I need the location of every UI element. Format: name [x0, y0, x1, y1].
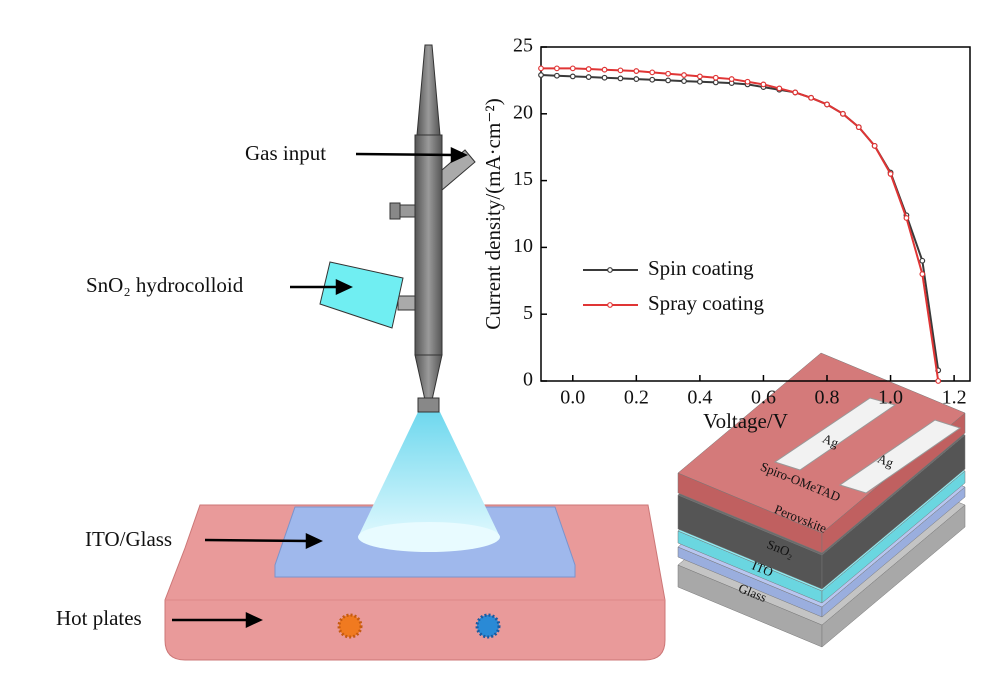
- ag-electrode: [838, 419, 962, 494]
- y-tick-label: 5: [523, 302, 533, 324]
- nozzle: [319, 44, 476, 413]
- stack-label: ITO: [750, 558, 775, 580]
- legend-label: Spin coating: [648, 256, 754, 280]
- marker: [696, 73, 703, 80]
- marker: [617, 67, 624, 74]
- x-tick-label: 0.8: [815, 387, 840, 409]
- y-tick-label: 10: [513, 235, 533, 257]
- marker: [919, 257, 926, 264]
- legend-marker: [607, 302, 613, 308]
- x-tick-label: 0.0: [560, 387, 585, 409]
- marker: [665, 77, 672, 84]
- marker: [538, 72, 544, 78]
- marker: [712, 79, 719, 86]
- marker: [808, 94, 815, 101]
- x-tick-label: 0.6: [751, 387, 776, 409]
- y-tick-label: 0: [523, 369, 533, 391]
- ag-electrode: [773, 397, 897, 471]
- marker: [903, 215, 910, 221]
- marker: [553, 72, 560, 79]
- marker: [744, 78, 751, 85]
- marker: [649, 76, 656, 83]
- plot-frame: [540, 46, 971, 382]
- marker: [887, 171, 894, 177]
- marker: [728, 76, 735, 82]
- marker: [633, 68, 640, 74]
- marker: [617, 75, 624, 82]
- spray-cone: [358, 412, 500, 549]
- series-line: [541, 67, 940, 382]
- legend-label: Spray coating: [648, 291, 765, 315]
- marker: [919, 271, 926, 278]
- marker: [649, 69, 656, 76]
- marker: [760, 81, 767, 88]
- marker: [585, 74, 592, 80]
- marker: [633, 76, 640, 82]
- arrows: [172, 147, 468, 628]
- x-tick-label: 0.4: [687, 387, 712, 409]
- marker: [681, 78, 687, 84]
- marker: [776, 85, 783, 92]
- cone-base: [358, 522, 500, 552]
- marker: [601, 66, 608, 73]
- label-hot-plates: Hot plates: [56, 606, 142, 630]
- marker: [585, 66, 592, 72]
- marker: [665, 70, 672, 77]
- marker: [712, 74, 719, 81]
- label-ito-glass: ITO/Glass: [85, 527, 172, 551]
- x-tick-label: 1.0: [878, 387, 903, 409]
- y-axis-label: Current density/(mA·cm⁻²): [481, 98, 505, 329]
- label-hydrocolloid: SnO₂ hydrocolloid: [86, 273, 244, 297]
- marker: [792, 89, 799, 96]
- marker: [681, 72, 687, 78]
- y-tick-label: 25: [513, 35, 533, 57]
- marker: [553, 65, 560, 72]
- legend-marker: [607, 267, 613, 273]
- x-tick-label: 0.2: [624, 387, 649, 409]
- marker: [855, 124, 862, 131]
- stack-label: Ag: [820, 431, 841, 451]
- marker: [824, 101, 830, 108]
- label-gas-input: Gas input: [245, 141, 326, 165]
- y-tick-label: 20: [513, 101, 533, 123]
- stack-label: Ag: [875, 451, 896, 471]
- marker: [935, 378, 942, 384]
- x-tick-label: 1.2: [942, 387, 967, 409]
- marker: [696, 78, 703, 85]
- marker: [569, 73, 576, 80]
- marker: [601, 74, 608, 81]
- x-axis-label: Voltage/V: [703, 409, 788, 433]
- series-line: [540, 74, 940, 371]
- marker: [538, 65, 544, 72]
- marker: [569, 65, 576, 72]
- y-tick-label: 15: [513, 168, 533, 190]
- marker: [871, 142, 878, 149]
- chart: 0.0 0.2 0.4 0.6 0.8 1.0 1.2 0 5 10 15 20 25 Voltage/V…: [481, 35, 971, 433]
- marker: [839, 110, 846, 117]
